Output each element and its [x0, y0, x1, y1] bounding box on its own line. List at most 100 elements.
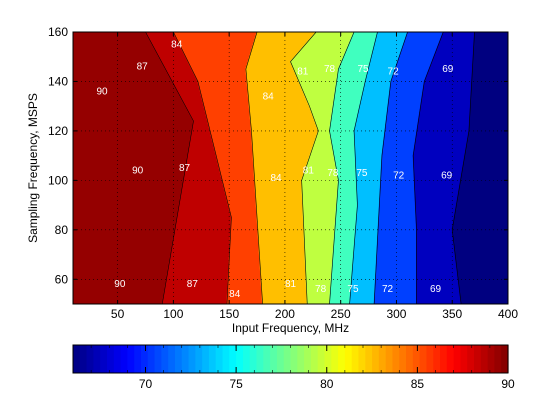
colorbar-swatch: [188, 345, 196, 373]
colorbar-swatch: [106, 345, 115, 373]
x-tick-label: 50: [111, 307, 125, 321]
colorbar-swatch: [263, 345, 271, 373]
colorbar-tick-label: 75: [229, 377, 243, 391]
colorbar-swatch: [100, 345, 108, 373]
contour-label: 75: [357, 64, 369, 75]
contour-label: 90: [132, 165, 144, 176]
colorbar-swatch: [120, 345, 128, 373]
colorbar-swatch: [426, 345, 434, 373]
colorbar-swatch: [134, 345, 142, 373]
colorbar-swatch: [93, 345, 101, 373]
colorbar-swatch: [385, 345, 394, 373]
y-tick-label: 160: [48, 25, 68, 39]
contour-label: 69: [442, 64, 454, 75]
contour-label: 69: [430, 284, 442, 295]
colorbar-swatch: [270, 345, 278, 373]
colorbar-swatch: [399, 345, 407, 373]
axes-box: [72, 31, 509, 305]
contour-label: 81: [285, 279, 297, 290]
colorbar-tick-label: 85: [411, 377, 425, 391]
contour-label: 90: [96, 86, 108, 97]
colorbar-swatch: [242, 345, 251, 373]
contour-label: 72: [393, 170, 405, 181]
colorbar-swatch: [140, 345, 149, 373]
colorbar-swatch: [276, 345, 285, 373]
colorbar-swatch: [433, 345, 441, 373]
contour-label: 84: [270, 173, 282, 184]
colorbar-swatch: [487, 345, 496, 373]
contour-label: 87: [179, 163, 191, 174]
colorbar-swatch: [378, 345, 387, 373]
colorbar-swatch: [406, 345, 414, 373]
contour-label: 75: [356, 168, 368, 179]
contour-line: [349, 32, 378, 304]
contour-label: 87: [187, 279, 199, 290]
colorbar-swatch: [229, 345, 237, 373]
x-tick-label: 400: [498, 307, 518, 321]
colorbar: 70 75 80 85 90: [72, 344, 515, 391]
colorbar-tick-label: 90: [501, 377, 515, 391]
contour-line: [412, 32, 444, 304]
contour-fills: [73, 32, 508, 304]
contour-label: 90: [114, 279, 126, 290]
colorbar-swatch: [324, 345, 332, 373]
y-axis-label: Sampling Frequency, MSPS: [26, 93, 40, 243]
colorbar-swatch: [127, 345, 135, 373]
colorbar-swatch: [392, 345, 400, 373]
x-tick-label: 350: [442, 307, 462, 321]
y-tick-label: 60: [55, 272, 69, 286]
y-tick-label: 80: [55, 223, 69, 237]
colorbar-swatch: [283, 345, 292, 373]
colorbar-swatch: [494, 345, 502, 373]
contour-label: 69: [441, 170, 453, 181]
contour-line: [145, 32, 194, 304]
colorbar-swatch: [215, 345, 224, 373]
contour-labels: 90 90 90 87 87 87 84 84 84 84 81 81 81 78 78 78 75 75 75 72…: [96, 39, 453, 300]
colorbar-swatch: [161, 345, 169, 373]
colorbar-swatch: [440, 345, 448, 373]
colorbar-swatch: [358, 345, 366, 373]
contour-label: 78: [324, 64, 336, 75]
colorbar-swatch: [344, 345, 353, 373]
colorbar-swatch: [474, 345, 482, 373]
contour-line: [290, 32, 319, 304]
y-tick-label: 140: [48, 74, 68, 88]
y-tick-label: 120: [48, 124, 68, 138]
colorbar-swatch: [453, 345, 462, 373]
contour-label: 84: [171, 39, 183, 50]
colorbar-swatch: [79, 345, 88, 373]
colorbar-swatch: [256, 345, 264, 373]
colorbar-tick-label: 80: [320, 377, 334, 391]
contour-label: 87: [137, 62, 149, 73]
contour-label: 78: [327, 168, 339, 179]
colorbar-swatch: [297, 345, 305, 373]
colorbar-swatch: [467, 345, 475, 373]
axes: 50 100 150 200 250 300 350 400 60 80 100 120 140 160: [48, 25, 518, 321]
x-tick-label: 200: [275, 307, 295, 321]
contour-label: 72: [382, 284, 394, 295]
colorbar-tick-label: 70: [139, 377, 153, 391]
colorbar-swatch: [249, 345, 258, 373]
colorbar-swatch: [338, 345, 346, 373]
colorbar-swatch: [310, 345, 319, 373]
colorbar-swatch: [202, 345, 210, 373]
x-tick-label: 150: [219, 307, 239, 321]
grid: [73, 32, 508, 304]
x-tick-label: 250: [331, 307, 351, 321]
x-tick-label: 100: [163, 307, 183, 321]
colorbar-swatch: [195, 345, 203, 373]
colorbar-swatch: [317, 345, 326, 373]
colorbar-swatch: [236, 345, 244, 373]
contour-line: [373, 32, 408, 304]
colorbar-swatch: [181, 345, 190, 373]
colorbar-swatch: [86, 345, 94, 373]
colorbar-swatch: [147, 345, 156, 373]
contour-lines: [145, 32, 475, 304]
colorbar-swatch: [174, 345, 183, 373]
contour-label: 78: [315, 284, 327, 295]
contour-line: [245, 32, 263, 304]
x-tick-label: 300: [386, 307, 406, 321]
colorbar-swatch: [304, 345, 312, 373]
colorbar-swatch: [501, 345, 509, 373]
